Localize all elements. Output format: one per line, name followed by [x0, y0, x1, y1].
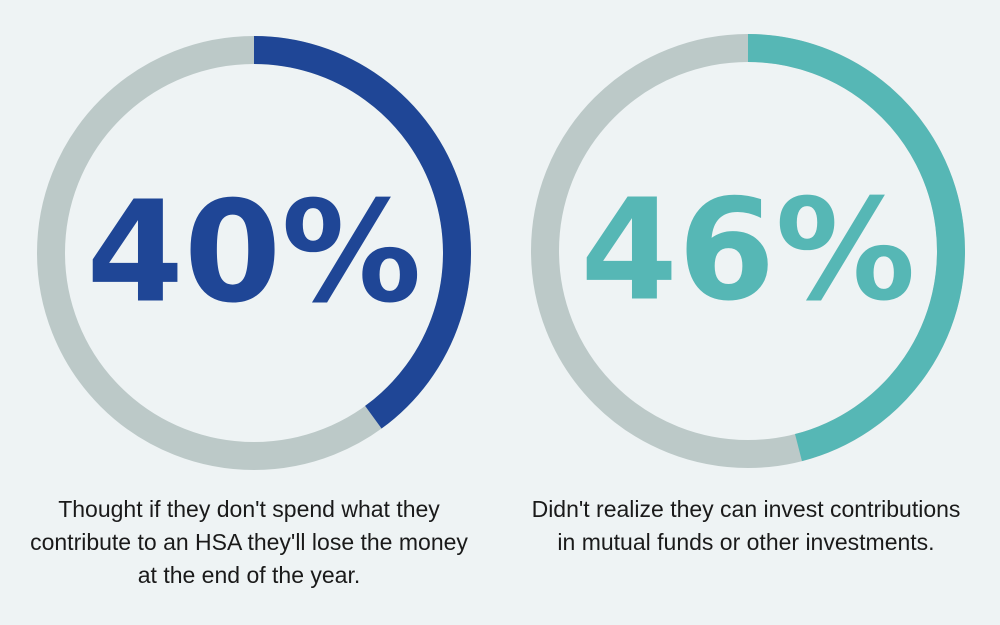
- donut-charts: 40% 46%: [37, 34, 965, 470]
- donut-left-percent: 40%: [86, 172, 421, 335]
- donut-right-percent: 46%: [580, 170, 915, 333]
- donut-right-arc: [747, 34, 965, 462]
- caption-left: Thought if they don't spend what they co…: [30, 496, 468, 588]
- caption-right: Didn't realize they can invest contribut…: [531, 496, 961, 555]
- donut-left: 40%: [37, 36, 471, 470]
- donut-left-arc: [253, 36, 471, 429]
- donut-right: 46%: [531, 34, 965, 468]
